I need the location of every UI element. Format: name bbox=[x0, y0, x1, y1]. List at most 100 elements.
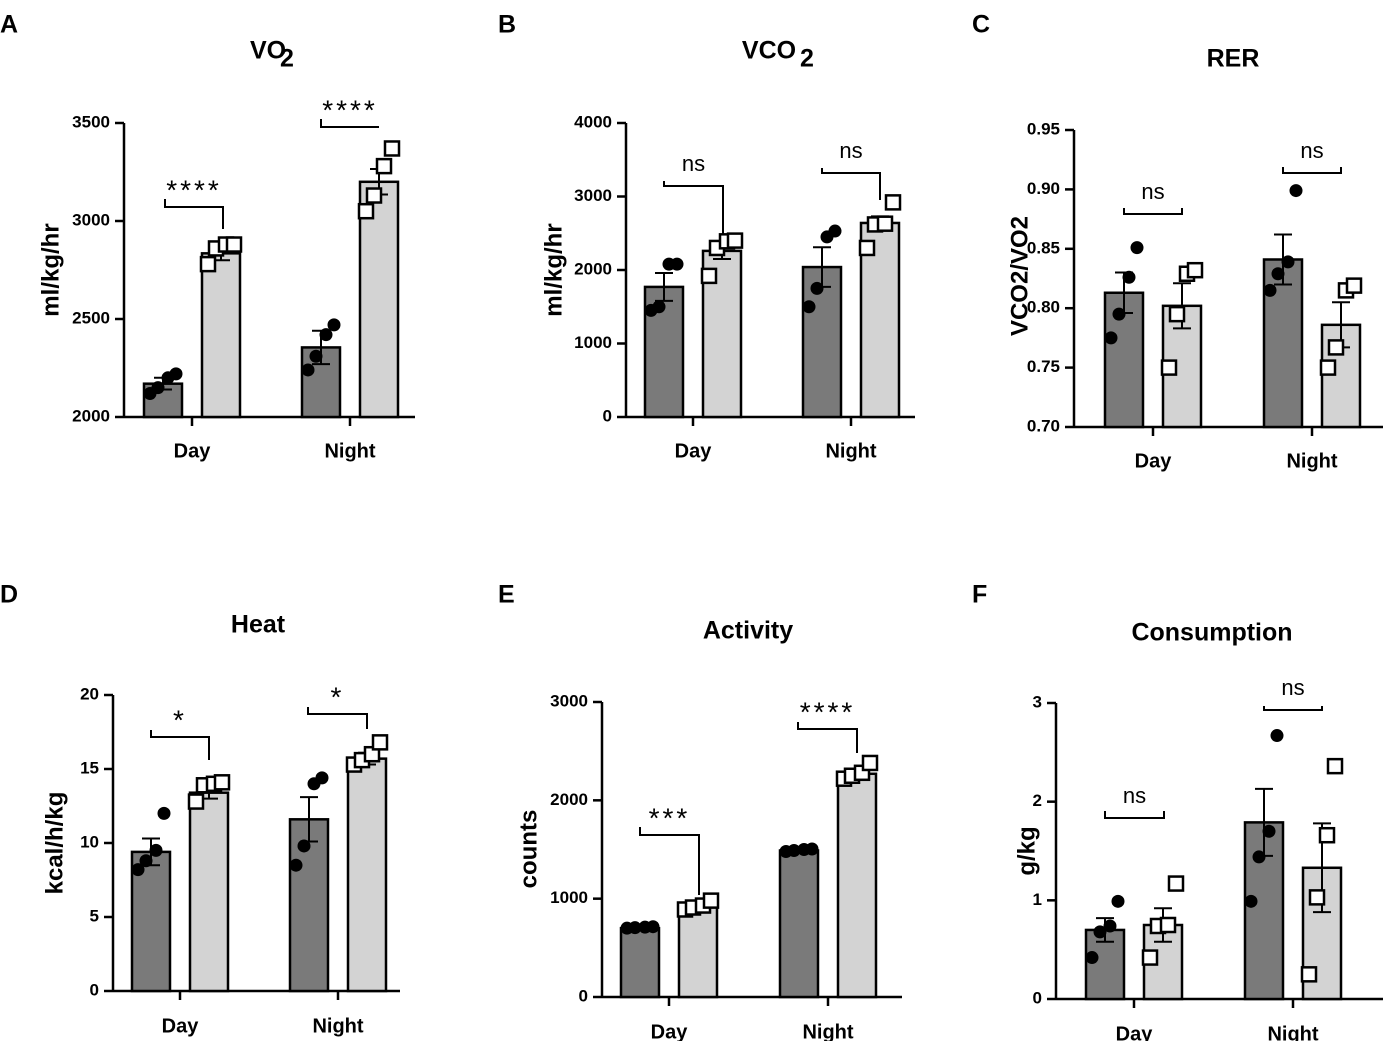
data-point-circle bbox=[1270, 729, 1284, 743]
significance-label: ns bbox=[1281, 675, 1304, 700]
data-point-square bbox=[365, 187, 383, 204]
y-tick-label: 0 bbox=[603, 406, 612, 425]
data-point-circle bbox=[1103, 919, 1117, 933]
data-point-square bbox=[1168, 305, 1186, 323]
y-axis-label: g/kg bbox=[1013, 826, 1040, 875]
y-tick-label: 2000 bbox=[72, 406, 110, 425]
data-point-circle bbox=[139, 854, 153, 868]
data-point-square bbox=[1141, 949, 1159, 966]
data-point-circle bbox=[1130, 241, 1144, 255]
x-tick-label: Night bbox=[825, 440, 876, 462]
y-tick-label: 0.80 bbox=[1027, 298, 1060, 317]
significance-bracket bbox=[1263, 706, 1323, 711]
x-tick-label: Day bbox=[174, 440, 212, 462]
data-point-square bbox=[1319, 359, 1337, 376]
data-point-circle bbox=[149, 843, 163, 857]
data-point-circle bbox=[315, 771, 329, 785]
y-tick-label: 10 bbox=[80, 832, 99, 851]
data-point-square bbox=[1159, 916, 1177, 934]
x-tick-label: Day bbox=[162, 1015, 200, 1037]
significance-bracket bbox=[1282, 167, 1342, 174]
data-point-circle bbox=[646, 920, 660, 934]
data-point-circle bbox=[1289, 184, 1303, 198]
data-point-circle bbox=[151, 381, 165, 395]
data-point-circle bbox=[1104, 331, 1118, 345]
data-point-circle bbox=[1093, 925, 1107, 939]
bar-day-group2 bbox=[188, 791, 230, 993]
significance-label: ns bbox=[1123, 783, 1146, 808]
chart-title: RER bbox=[1207, 45, 1260, 73]
chart-title-subscript: 2 bbox=[280, 45, 294, 73]
chart-panel-e: E Activity counts 0 1000 2000 3000 Day *** Night *… bbox=[498, 581, 902, 1041]
y-tick-label: 2 bbox=[1033, 791, 1042, 810]
data-point-circle bbox=[131, 863, 145, 877]
significance-bracket bbox=[821, 168, 881, 200]
data-point-circle bbox=[628, 921, 642, 935]
y-tick-label: 3000 bbox=[72, 210, 110, 229]
y-tick-label: 3500 bbox=[72, 112, 110, 131]
data-point-square bbox=[225, 236, 243, 253]
x-tick-label: Day bbox=[1116, 1023, 1154, 1041]
y-tick-label: 2000 bbox=[574, 259, 612, 278]
bar-day-group1 bbox=[619, 926, 661, 999]
x-tick-label: Night bbox=[312, 1015, 363, 1037]
significance-label: * bbox=[173, 704, 187, 735]
y-axis-label: ml/kg/hr bbox=[540, 223, 567, 316]
y-tick-label: 15 bbox=[80, 758, 99, 777]
panel-letter: B bbox=[498, 11, 516, 39]
chart-panel-a: A VO2 ml/kg/hr 2000 2500 3000 3500 Day **** Night… bbox=[0, 11, 415, 462]
data-point-square bbox=[1167, 875, 1185, 892]
bar-night-group2 bbox=[836, 772, 878, 999]
data-point-square bbox=[371, 734, 389, 751]
significance-bracket bbox=[320, 119, 379, 128]
data-point-square bbox=[1160, 359, 1178, 376]
data-point-circle bbox=[301, 363, 315, 377]
data-point-circle bbox=[309, 349, 323, 363]
significance-label: *** bbox=[649, 802, 691, 833]
data-point-square bbox=[187, 793, 205, 810]
data-point-square bbox=[858, 239, 876, 257]
data-point-circle bbox=[652, 300, 666, 314]
data-point-circle bbox=[1244, 894, 1258, 908]
significance-bracket bbox=[663, 181, 724, 235]
x-tick-label: Night bbox=[324, 440, 375, 462]
data-point-circle bbox=[319, 328, 333, 342]
y-tick-label: 3000 bbox=[550, 691, 588, 710]
significance-bracket bbox=[150, 730, 210, 760]
significance-label: ns bbox=[1300, 138, 1323, 163]
y-tick-label: 3000 bbox=[574, 186, 612, 205]
data-point-circle bbox=[1271, 267, 1285, 281]
panel-letter: C bbox=[972, 11, 990, 39]
significance-bracket bbox=[797, 722, 858, 753]
data-point-square bbox=[1318, 826, 1336, 844]
data-point-circle bbox=[327, 318, 341, 332]
data-point-circle bbox=[1252, 850, 1266, 864]
data-point-square bbox=[726, 232, 744, 249]
data-point-square bbox=[1327, 339, 1345, 356]
significance-label: **** bbox=[800, 696, 856, 727]
y-tick-label: 0 bbox=[579, 986, 588, 1005]
y-tick-label: 1 bbox=[1033, 890, 1042, 909]
data-point-circle bbox=[802, 300, 816, 314]
data-point-square bbox=[1308, 889, 1326, 906]
chart-title: VO bbox=[250, 37, 286, 65]
x-tick-label: Night bbox=[1267, 1023, 1318, 1041]
data-point-square bbox=[1345, 277, 1363, 294]
y-tick-label: 20 bbox=[80, 684, 99, 703]
significance-bracket bbox=[639, 827, 700, 895]
y-axis-label: ml/kg/hr bbox=[37, 223, 64, 316]
y-axis-label: kcal/h/kg bbox=[41, 792, 68, 895]
chart-title: Activity bbox=[703, 617, 793, 645]
y-tick-label: 3 bbox=[1033, 692, 1042, 711]
bar-day-group2 bbox=[200, 252, 242, 419]
panel-letter: A bbox=[0, 11, 18, 39]
bar-day-group2 bbox=[677, 905, 719, 999]
data-point-circle bbox=[297, 839, 311, 853]
significance-label: **** bbox=[166, 174, 222, 205]
y-tick-label: 2500 bbox=[72, 308, 110, 327]
significance-bracket bbox=[164, 199, 224, 229]
x-tick-label: Night bbox=[802, 1021, 853, 1041]
y-tick-label: 0.75 bbox=[1027, 357, 1060, 376]
data-point-circle bbox=[1281, 255, 1295, 269]
